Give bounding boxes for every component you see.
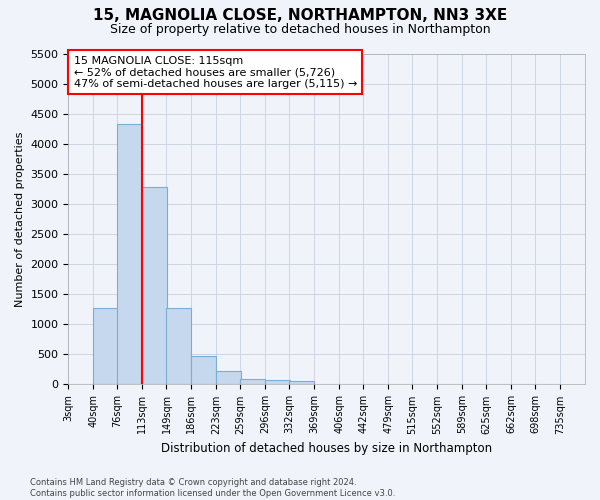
Bar xyxy=(142,187,167,384)
Bar xyxy=(191,356,216,384)
Bar xyxy=(216,371,241,384)
Bar xyxy=(289,381,314,384)
Bar xyxy=(166,308,191,384)
Text: 15, MAGNOLIA CLOSE, NORTHAMPTON, NN3 3XE: 15, MAGNOLIA CLOSE, NORTHAMPTON, NN3 3XE xyxy=(93,8,507,22)
Text: Size of property relative to detached houses in Northampton: Size of property relative to detached ho… xyxy=(110,22,490,36)
Text: Contains HM Land Registry data © Crown copyright and database right 2024.
Contai: Contains HM Land Registry data © Crown c… xyxy=(30,478,395,498)
Bar xyxy=(265,380,290,384)
Y-axis label: Number of detached properties: Number of detached properties xyxy=(15,132,25,307)
Bar xyxy=(93,308,118,384)
X-axis label: Distribution of detached houses by size in Northampton: Distribution of detached houses by size … xyxy=(161,442,492,455)
Bar xyxy=(118,124,142,384)
Bar xyxy=(241,379,265,384)
Text: 15 MAGNOLIA CLOSE: 115sqm
← 52% of detached houses are smaller (5,726)
47% of se: 15 MAGNOLIA CLOSE: 115sqm ← 52% of detac… xyxy=(74,56,357,89)
